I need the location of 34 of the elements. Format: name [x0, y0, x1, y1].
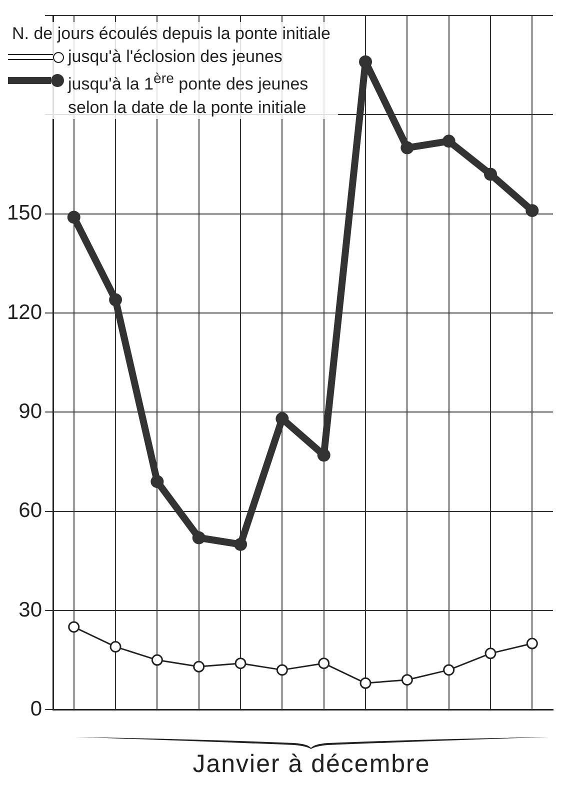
point	[318, 658, 330, 670]
y-tick-label: 60	[18, 499, 42, 522]
y-tick-label: 150	[6, 202, 42, 225]
point	[484, 648, 496, 660]
point	[68, 621, 80, 633]
point	[193, 660, 205, 672]
point	[67, 210, 80, 224]
legend-label: jusqu'à l'éclosion des jeunes	[68, 46, 282, 68]
point	[110, 641, 122, 653]
point	[234, 658, 246, 670]
point	[526, 204, 539, 218]
y-tick-label: 30	[18, 598, 42, 622]
point	[150, 475, 164, 488]
point	[317, 448, 330, 462]
point	[360, 677, 372, 689]
point	[442, 134, 456, 148]
point	[400, 141, 414, 154]
point	[359, 55, 372, 68]
legend-label: jusqu'à la 1$^{ère}$ ponte des jeunes selon la date de la ponte initiale	[68, 70, 310, 119]
point	[443, 664, 455, 676]
y-tick-label: 0	[30, 697, 42, 720]
point	[526, 638, 538, 650]
point	[151, 654, 163, 666]
point	[484, 168, 498, 181]
point	[276, 412, 289, 426]
point	[234, 538, 248, 551]
y-tick-label: 120	[6, 300, 42, 324]
point	[401, 674, 413, 686]
y-tick-label: 90	[18, 400, 42, 423]
x-axis-title: Janvier à décembre	[192, 750, 432, 779]
point	[109, 293, 122, 306]
legend-title: N. de jours écoulés depuis la ponte initiale	[11, 23, 332, 45]
point	[192, 531, 206, 544]
point	[276, 664, 288, 676]
